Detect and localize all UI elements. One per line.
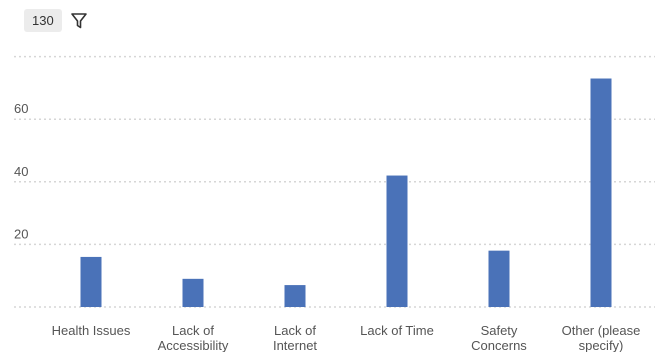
bar[interactable] xyxy=(284,285,306,307)
bar[interactable] xyxy=(182,278,204,307)
y-tick-label: 40 xyxy=(14,164,28,179)
filter-icon[interactable] xyxy=(70,12,88,30)
x-category-label: Lack of Internet xyxy=(273,323,317,352)
response-count-badge: 130 xyxy=(24,9,62,32)
chart-toolbar: 130 xyxy=(24,9,88,32)
x-category-label: Health Issues xyxy=(52,323,131,338)
y-tick-label: 60 xyxy=(14,101,28,116)
bar[interactable] xyxy=(590,78,612,307)
x-category-label: Lack of Accessibility xyxy=(158,323,229,352)
bar[interactable] xyxy=(386,175,408,307)
x-category-label: Lack of Time xyxy=(360,323,434,338)
bar[interactable] xyxy=(488,250,510,307)
x-category-label: Other (please specify) xyxy=(562,323,641,352)
x-category-label: Safety Concerns xyxy=(471,323,527,352)
y-tick-label: 20 xyxy=(14,226,28,241)
bar[interactable] xyxy=(80,256,102,307)
